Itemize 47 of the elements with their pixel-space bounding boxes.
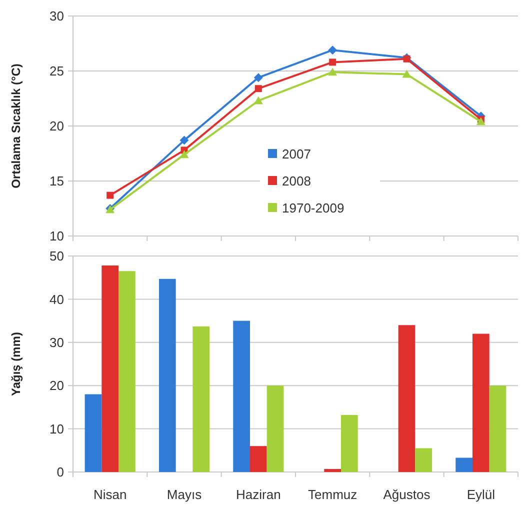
y-tick-label: 25 [50,64,64,79]
bar [158,278,176,472]
point [402,70,412,78]
x-tick-label: Nisan [93,487,127,502]
x-tick-label: Mayıs [166,487,202,502]
bar [250,446,267,472]
x-tick-label: Ağustos [383,487,431,502]
y-tick-label: 30 [50,334,64,350]
x-tick-label: Eylül [466,487,496,502]
y-tick-label: 0 [56,464,64,480]
y-tick-label: 10 [50,228,64,244]
y-axis-title: Ortalama Sıcaklık (°C) [9,64,23,188]
bar [489,386,506,472]
point [476,117,486,126]
point [106,192,114,199]
y-tick-label: 10 [50,421,64,436]
bar [84,394,102,472]
y-axis-title: Yağış (mm) [9,332,23,396]
point [328,68,338,76]
point [328,46,338,55]
bar [192,326,210,472]
point [254,85,262,92]
bar [456,458,472,472]
x-tick-label: Haziran [236,487,281,502]
y-tick-label: 40 [50,292,64,307]
bar [341,414,358,472]
bar [398,325,416,472]
bar [118,271,136,472]
point [329,58,336,66]
point [180,150,189,158]
y-tick-label: 30 [50,8,64,24]
y-tick-label: 20 [50,118,64,134]
bar [233,320,250,472]
legend-label: 2008 [282,174,311,189]
y-tick-label: 20 [50,378,64,394]
bar [472,334,490,472]
y-tick-label: 15 [50,174,64,189]
bar [324,468,342,472]
point [180,136,189,145]
bar [266,386,284,472]
bar [102,266,119,472]
x-tick-label: Temmuz [308,487,358,502]
legend-label: 2007 [282,146,311,162]
legend-label: 1970-2009 [282,200,344,216]
y-tick-label: 50 [50,248,64,264]
bar [415,448,432,472]
point [254,73,263,82]
